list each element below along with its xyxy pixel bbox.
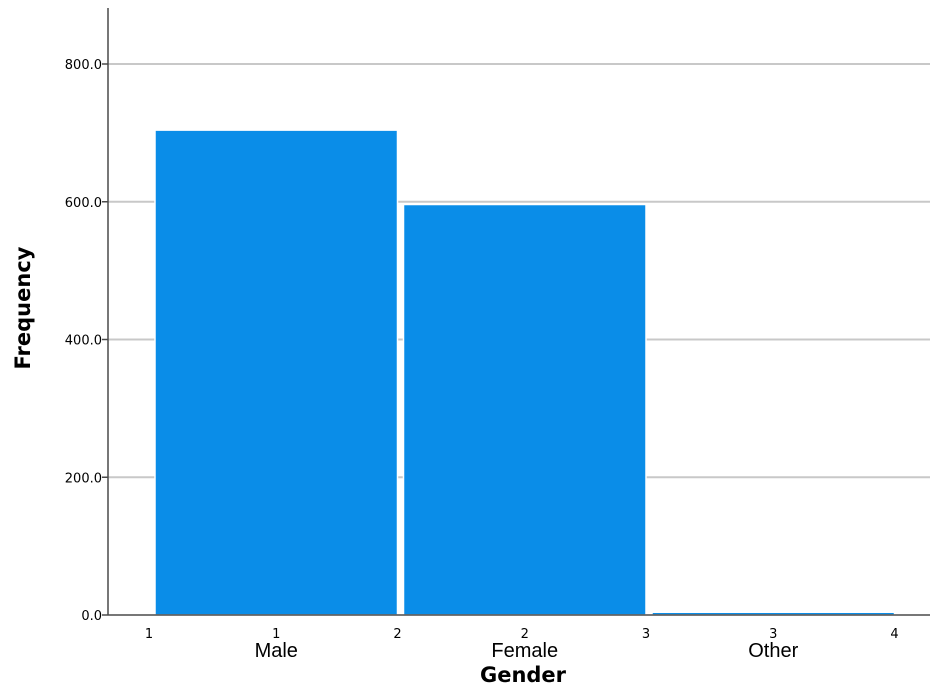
- y-tick-labels: 0.0 200.0 400.0 600.0 800.0: [65, 58, 108, 624]
- category-label-other: Other: [748, 640, 798, 662]
- category-code-label: 1: [272, 627, 280, 642]
- y-axis-title: Frequency: [11, 246, 35, 369]
- x-axis-title: Gender: [480, 663, 567, 687]
- x-edge-tick-label: 4: [890, 627, 898, 642]
- y-tick-label: 800.0: [65, 58, 102, 73]
- category-label-female: Female: [491, 640, 558, 662]
- category-code-label: 2: [521, 627, 529, 642]
- category-label-male: Male: [255, 640, 298, 662]
- x-tick-labels: 1 2 3 4: [145, 627, 899, 642]
- bars: [154, 129, 896, 616]
- y-tick-label: 0.0: [81, 609, 102, 624]
- y-tick-label: 400.0: [65, 334, 102, 349]
- axes: [107, 8, 930, 616]
- bar-female: [402, 203, 647, 616]
- y-tick-label: 600.0: [65, 196, 102, 211]
- y-tick-label: 200.0: [65, 471, 102, 486]
- bar-male: [154, 129, 399, 616]
- x-edge-tick-label: 3: [642, 627, 650, 642]
- category-code-label: 3: [769, 627, 777, 642]
- x-edge-tick-label: 2: [393, 627, 401, 642]
- x-edge-tick-label: 1: [145, 627, 153, 642]
